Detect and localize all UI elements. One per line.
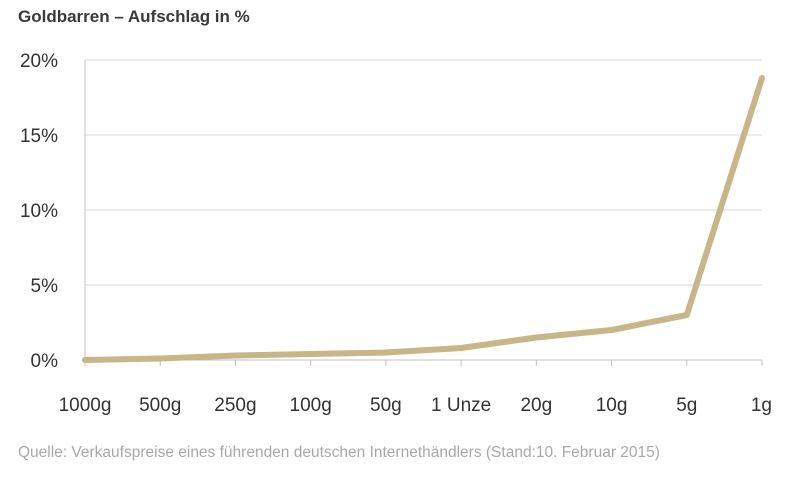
x-tick-label: 500g (139, 395, 181, 416)
y-tick-label: 20% (20, 51, 58, 72)
y-tick-label: 15% (20, 126, 58, 147)
chart-title: Goldbarren – Aufschlag in % (18, 7, 250, 26)
source-note: Quelle: Verkaufspreise eines führenden d… (18, 444, 660, 461)
y-tick-label: 5% (31, 276, 59, 297)
x-tick-label: 1g (751, 395, 772, 416)
x-tick-label: 1000g (59, 395, 112, 416)
x-tick-label: 50g (370, 395, 402, 416)
x-tick-label: 10g (596, 395, 628, 416)
x-tick-label: 5g (676, 395, 697, 416)
x-tick-label: 250g (214, 395, 256, 416)
y-tick-label: 0% (31, 351, 59, 372)
x-tick-label: 1 Unze (431, 395, 491, 416)
series-line (82, 75, 765, 363)
x-tick-label: 20g (520, 395, 552, 416)
x-tick-label: 100g (290, 395, 332, 416)
y-tick-label: 10% (20, 201, 58, 222)
